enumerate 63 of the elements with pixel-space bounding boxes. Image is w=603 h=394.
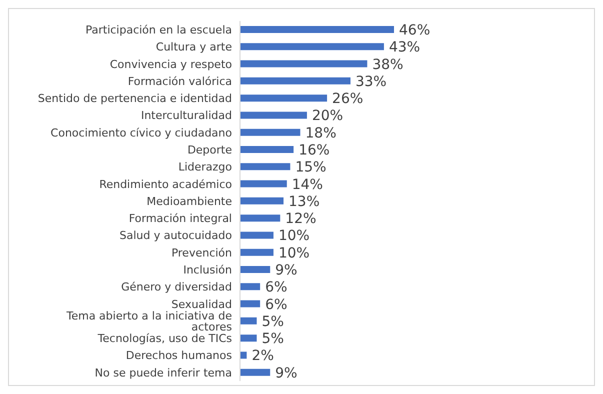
data-label: 12% [285, 211, 316, 228]
data-label: 2% [252, 348, 274, 364]
data-label: 18% [305, 125, 336, 142]
data-label: 46% [399, 22, 430, 38]
bar [240, 112, 307, 119]
data-label: 6% [265, 296, 288, 313]
y-tick-label: Inclusión [183, 263, 232, 276]
data-label: 38% [372, 56, 404, 73]
bar [240, 300, 260, 308]
bar [240, 197, 284, 204]
y-tick-label: Sentido de pertenencia e identidad [38, 92, 232, 106]
bar [240, 43, 384, 50]
y-tick-label: Sexualidad [171, 298, 232, 311]
bar [240, 368, 270, 376]
y-tick-label: Cultura y arte [156, 40, 232, 54]
data-label: 33% [355, 74, 387, 90]
data-label: 10% [278, 228, 310, 244]
y-tick-label: Tema abierto a la iniciativa de actores [65, 309, 232, 334]
y-tick-label: Medioambiente [146, 194, 232, 208]
y-tick-label: Participación en la escuela [85, 23, 232, 36]
y-tick-label: Prevención [171, 246, 232, 260]
bar [240, 163, 290, 170]
y-tick-label: Tecnologías, uso de TICs [96, 332, 232, 346]
y-tick-label: Formación integral [128, 212, 232, 226]
bar [240, 352, 247, 359]
data-label: 14% [292, 176, 323, 193]
data-label: 16% [298, 142, 330, 158]
y-tick-label: No se puede inferir tema [94, 366, 232, 380]
bar [240, 146, 294, 153]
data-label: 10% [278, 245, 310, 262]
y-tick-label: Convivencia y respeto [110, 58, 232, 71]
bar [240, 77, 350, 84]
bar [240, 128, 300, 136]
y-tick-label: Salud y autocuidado [119, 229, 232, 242]
bar [240, 60, 368, 68]
data-label: 9% [275, 262, 298, 278]
data-label: 6% [265, 280, 288, 296]
data-label: 43% [388, 40, 420, 56]
y-tick-label: Deporte [187, 143, 232, 156]
data-label: 13% [288, 194, 320, 210]
bar [240, 26, 394, 33]
bar [240, 248, 274, 256]
data-label: 9% [275, 365, 298, 382]
y-tick-label: Conocimiento cívico y ciudadano [50, 126, 232, 140]
data-label: 5% [262, 314, 284, 330]
y-tick-label: Género y diversidad [121, 280, 232, 294]
y-tick-label: Liderazgo [178, 160, 232, 174]
data-label: 15% [295, 160, 326, 176]
bar [240, 283, 260, 290]
bar [240, 317, 257, 324]
y-tick-label: Derechos humanos [126, 349, 232, 362]
data-label: 20% [312, 108, 344, 124]
data-label: 5% [262, 331, 284, 348]
bar [240, 180, 287, 188]
y-tick-label: Interculturalidad [140, 109, 232, 122]
bar [240, 232, 274, 239]
data-label: 26% [332, 91, 364, 108]
y-tick-label: Formación valórica [128, 74, 232, 88]
y-tick-label: Rendimiento académico [99, 178, 232, 191]
bar [240, 94, 328, 102]
bar [240, 334, 257, 342]
bar [240, 266, 270, 273]
bar [240, 214, 280, 222]
